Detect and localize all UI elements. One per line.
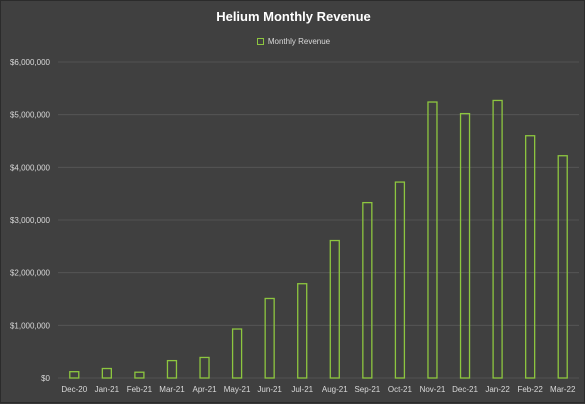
bar-sep-21 — [362, 201, 373, 379]
x-tick-label: Dec-21 — [452, 385, 478, 394]
bar-nov-21 — [427, 101, 438, 379]
x-tick-label: May-21 — [224, 385, 251, 394]
y-tick-label: $1,000,000 — [10, 321, 51, 330]
x-tick-label: Jan-22 — [485, 385, 510, 394]
x-tick-label: Sep-21 — [354, 385, 380, 394]
y-tick-label: $4,000,000 — [10, 163, 51, 172]
x-tick-label: Dec-20 — [61, 385, 87, 394]
bar-jun-21 — [264, 297, 275, 379]
bar-dec-21 — [459, 112, 471, 379]
bar-jan-22 — [492, 99, 503, 379]
bar-oct-21 — [394, 181, 406, 379]
x-tick-label: Nov-21 — [420, 385, 446, 394]
bar-mar-22 — [557, 155, 568, 379]
x-tick-label: Aug-21 — [322, 385, 348, 394]
y-tick-label: $5,000,000 — [10, 111, 51, 120]
y-tick-label: $2,000,000 — [10, 269, 51, 278]
bar-feb-21 — [134, 371, 145, 379]
x-tick-label: Apr-21 — [193, 385, 218, 394]
chart-title: Helium Monthly Revenue — [216, 9, 371, 24]
x-tick-label: Jul-21 — [291, 385, 313, 394]
x-tick-label: Oct-21 — [388, 385, 413, 394]
bar-may-21 — [231, 328, 243, 379]
y-tick-label: $6,000,000 — [10, 58, 51, 67]
legend-swatch — [256, 38, 264, 45]
x-tick-label: Feb-22 — [517, 385, 543, 394]
y-tick-label: $0 — [41, 374, 50, 383]
x-tick-label: Jun-21 — [257, 385, 282, 394]
x-tick-label: Feb-21 — [127, 385, 153, 394]
x-tick-label: Jan-21 — [95, 385, 120, 394]
x-tick-label: Mar-21 — [159, 385, 185, 394]
bar-dec-20 — [69, 371, 80, 379]
bar-jan-21 — [101, 367, 112, 379]
legend-label: Monthly Revenue — [267, 37, 331, 46]
legend: Monthly Revenue — [1, 37, 585, 46]
bar-apr-21 — [199, 356, 210, 379]
x-tick-label: Mar-22 — [550, 385, 576, 394]
bar-aug-21 — [329, 239, 340, 379]
bar-feb-22 — [525, 135, 536, 379]
bar-jul-21 — [297, 283, 308, 379]
y-tick-label: $3,000,000 — [10, 216, 51, 225]
bar-mar-21 — [166, 359, 178, 379]
